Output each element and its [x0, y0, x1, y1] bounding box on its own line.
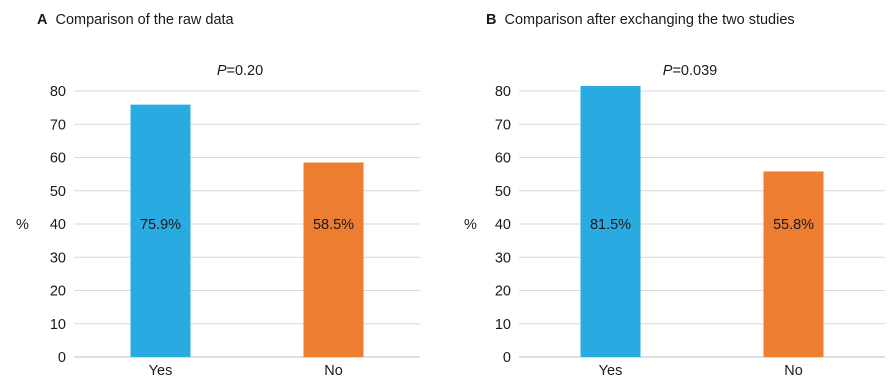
data-label: 58.5% [313, 217, 354, 233]
y-tick-label: 70 [495, 117, 511, 133]
y-tick-label: 40 [50, 217, 66, 233]
chart-b: 0 10 20 30 40 50 60 70 80% P=0.039 81.5% Yes 55.8% No [464, 63, 885, 379]
x-tick-label: Yes [149, 363, 173, 379]
panel-a-title: A Comparison of the raw data [37, 12, 234, 28]
data-label: 55.8% [773, 217, 814, 233]
y-tick-label: 10 [495, 317, 511, 333]
y-tick-label: 80 [495, 84, 511, 100]
p-symbol: P [663, 63, 673, 79]
bar-yes [580, 86, 641, 357]
panel-b-title: B Comparison after exchanging the two stu… [486, 12, 795, 28]
chart-a: 0 10 20 30 40 50 60 70 80% P=0.20 75.9% Yes 58.5% No [16, 63, 420, 379]
y-tick-label: 20 [50, 284, 66, 300]
y-tick-label: 70 [50, 117, 66, 133]
bar-yes [130, 104, 191, 357]
y-tick-label: 10 [50, 317, 66, 333]
data-label: 75.9% [140, 217, 181, 233]
p-value: =0.20 [226, 63, 263, 79]
panel-a-title-text: Comparison of the raw data [55, 12, 234, 28]
data-label: 81.5% [590, 217, 631, 233]
p-value-annotation: P=0.20 [217, 63, 263, 79]
panel-a: A Comparison of the raw data 0 10 20 30 40 50 6… [0, 0, 444, 379]
y-tick-label: 60 [50, 151, 66, 167]
p-value: =0.039 [672, 63, 717, 79]
y-tick-label: 0 [503, 350, 511, 366]
x-tick-label: No [324, 363, 343, 379]
y-tick-label: 30 [50, 250, 66, 266]
y-tick-label: 0 [58, 350, 66, 366]
x-tick-label: No [784, 363, 803, 379]
panel-b-letter: B [486, 12, 497, 28]
y-tick-label: 30 [495, 250, 511, 266]
y-tick-label: 50 [495, 184, 511, 200]
p-value-annotation: P=0.039 [663, 63, 717, 79]
y-tick-label: 50 [50, 184, 66, 200]
y-tick-label: 60 [495, 151, 511, 167]
p-symbol: P [217, 63, 227, 79]
bar-no [303, 162, 364, 357]
y-tick-label: 80 [50, 84, 66, 100]
y-axis-label: % [16, 217, 29, 233]
bar-no [763, 171, 824, 357]
y-tick-label: 20 [495, 284, 511, 300]
y-axis-label: % [464, 217, 477, 233]
panel-b: B Comparison after exchanging the two stu… [445, 0, 889, 379]
y-tick-label: 40 [495, 217, 511, 233]
x-tick-label: Yes [599, 363, 623, 379]
panel-a-letter: A [37, 12, 48, 28]
panel-b-title-text: Comparison after exchanging the two stud… [504, 12, 795, 28]
